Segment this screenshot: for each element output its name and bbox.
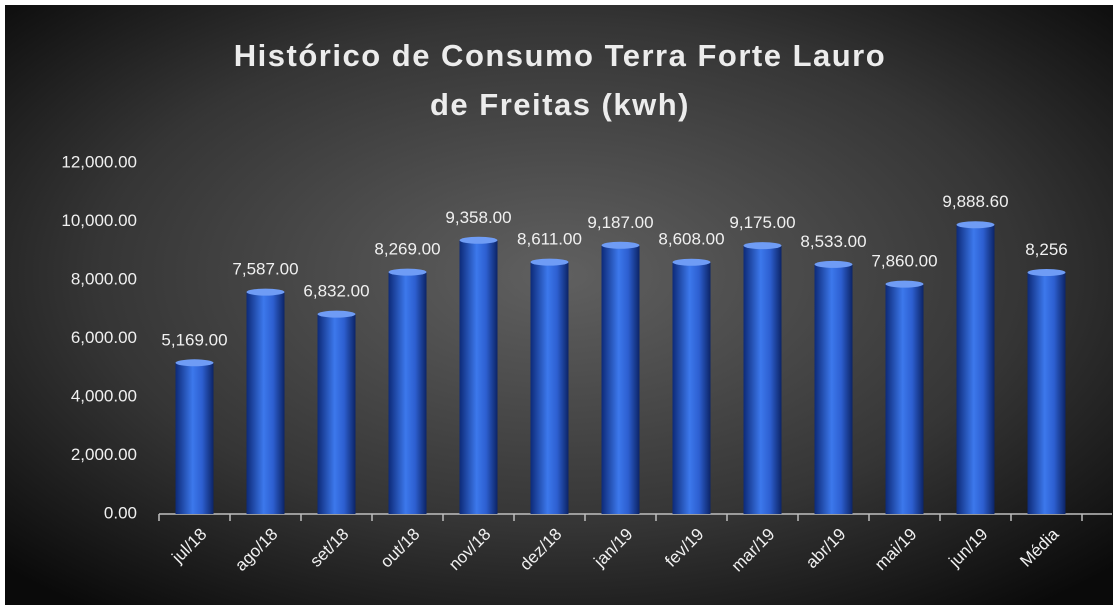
bar: [885, 284, 924, 514]
bar-top: [814, 260, 853, 268]
bar: [459, 240, 498, 514]
bar-top: [885, 280, 924, 288]
bar: [530, 262, 569, 514]
value-label: 8,611.00: [517, 230, 582, 249]
bar-top: [246, 288, 285, 296]
value-label: 7,860.00: [871, 252, 937, 271]
y-tick-label: 8,000.00: [71, 269, 137, 288]
bar: [743, 245, 782, 514]
y-tick-label: 0.00: [104, 503, 137, 522]
value-label: 8,608.00: [658, 230, 724, 249]
bar-top: [601, 241, 640, 249]
y-tick-label: 4,000.00: [71, 386, 137, 405]
y-tick-label: 2,000.00: [71, 445, 137, 464]
bar: [388, 272, 427, 514]
bar-top: [388, 268, 427, 276]
y-tick-label: 10,000.00: [61, 211, 137, 230]
value-label: 6,832.00: [303, 282, 369, 301]
bar: [175, 362, 214, 514]
bar-top: [530, 258, 569, 266]
y-tick-label: 6,000.00: [71, 328, 137, 347]
chart-title: Histórico de Consumo Terra Forte Lauro: [234, 38, 886, 73]
bar-top: [672, 258, 711, 266]
chart-title: de Freitas (kwh): [430, 87, 690, 122]
value-label: 9,888.60: [942, 192, 1008, 211]
y-tick-label: 12,000.00: [61, 152, 137, 171]
bar-top: [956, 221, 995, 229]
bar: [956, 224, 995, 514]
bar-top: [1027, 269, 1066, 277]
value-label: 9,175.00: [729, 213, 795, 232]
bar: [672, 262, 711, 514]
value-label: 8,256: [1025, 240, 1068, 259]
bar-top: [459, 236, 498, 244]
bar: [1027, 272, 1066, 514]
bar: [246, 292, 285, 514]
value-label: 5,169.00: [161, 330, 227, 349]
value-label: 8,533.00: [800, 232, 866, 251]
bar: [814, 264, 853, 514]
bar-top: [317, 310, 356, 318]
bar: [601, 245, 640, 514]
value-label: 9,187.00: [587, 213, 653, 232]
value-label: 8,269.00: [374, 240, 440, 259]
value-label: 7,587.00: [232, 260, 298, 279]
value-label: 9,358.00: [445, 208, 511, 227]
bar: [317, 314, 356, 514]
bar-top: [743, 242, 782, 250]
bar-top: [175, 359, 214, 367]
